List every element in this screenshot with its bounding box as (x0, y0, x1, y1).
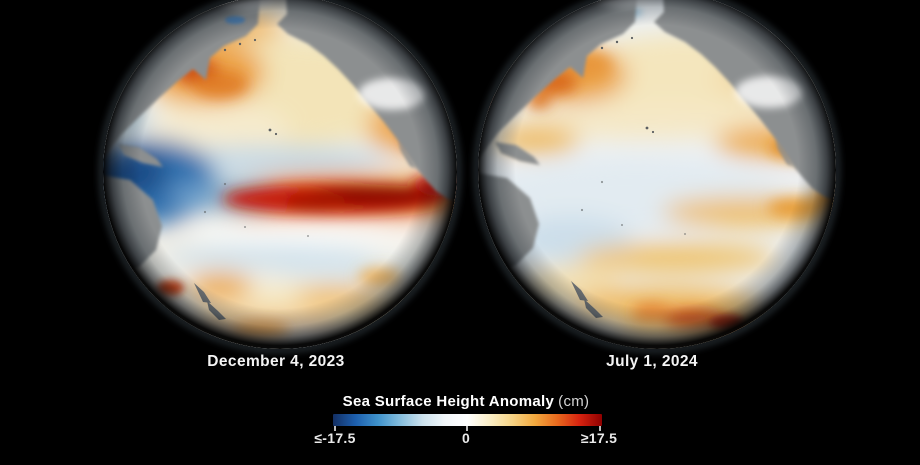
globe-december-2023 (103, 0, 457, 349)
colorbar-label-min: ≤-17.5 (314, 430, 356, 446)
atmosphere-glow-left (100, 0, 460, 352)
colorbar-label-max: ≥17.5 (580, 430, 618, 446)
colorbar-tick-max (599, 426, 601, 431)
atmosphere-glow-right (475, 0, 839, 352)
date-label-july-2024: July 1, 2024 (606, 353, 698, 370)
colorbar-tick-min (334, 426, 336, 431)
legend-unit-label: (cm) (558, 393, 590, 410)
date-label-december-2023: December 4, 2023 (207, 353, 345, 370)
legend-title: Sea Surface Height Anomaly (cm) (343, 393, 590, 410)
globe-july-2024 (478, 0, 836, 349)
colorbar-label-zero: 0 (461, 430, 471, 446)
legend-title-text: Sea Surface Height Anomaly (342, 393, 555, 410)
colorbar-tick-zero (466, 426, 468, 431)
colorbar-gradient (333, 414, 602, 426)
limb-shading-right (478, 0, 836, 349)
limb-shading-left (103, 0, 457, 349)
